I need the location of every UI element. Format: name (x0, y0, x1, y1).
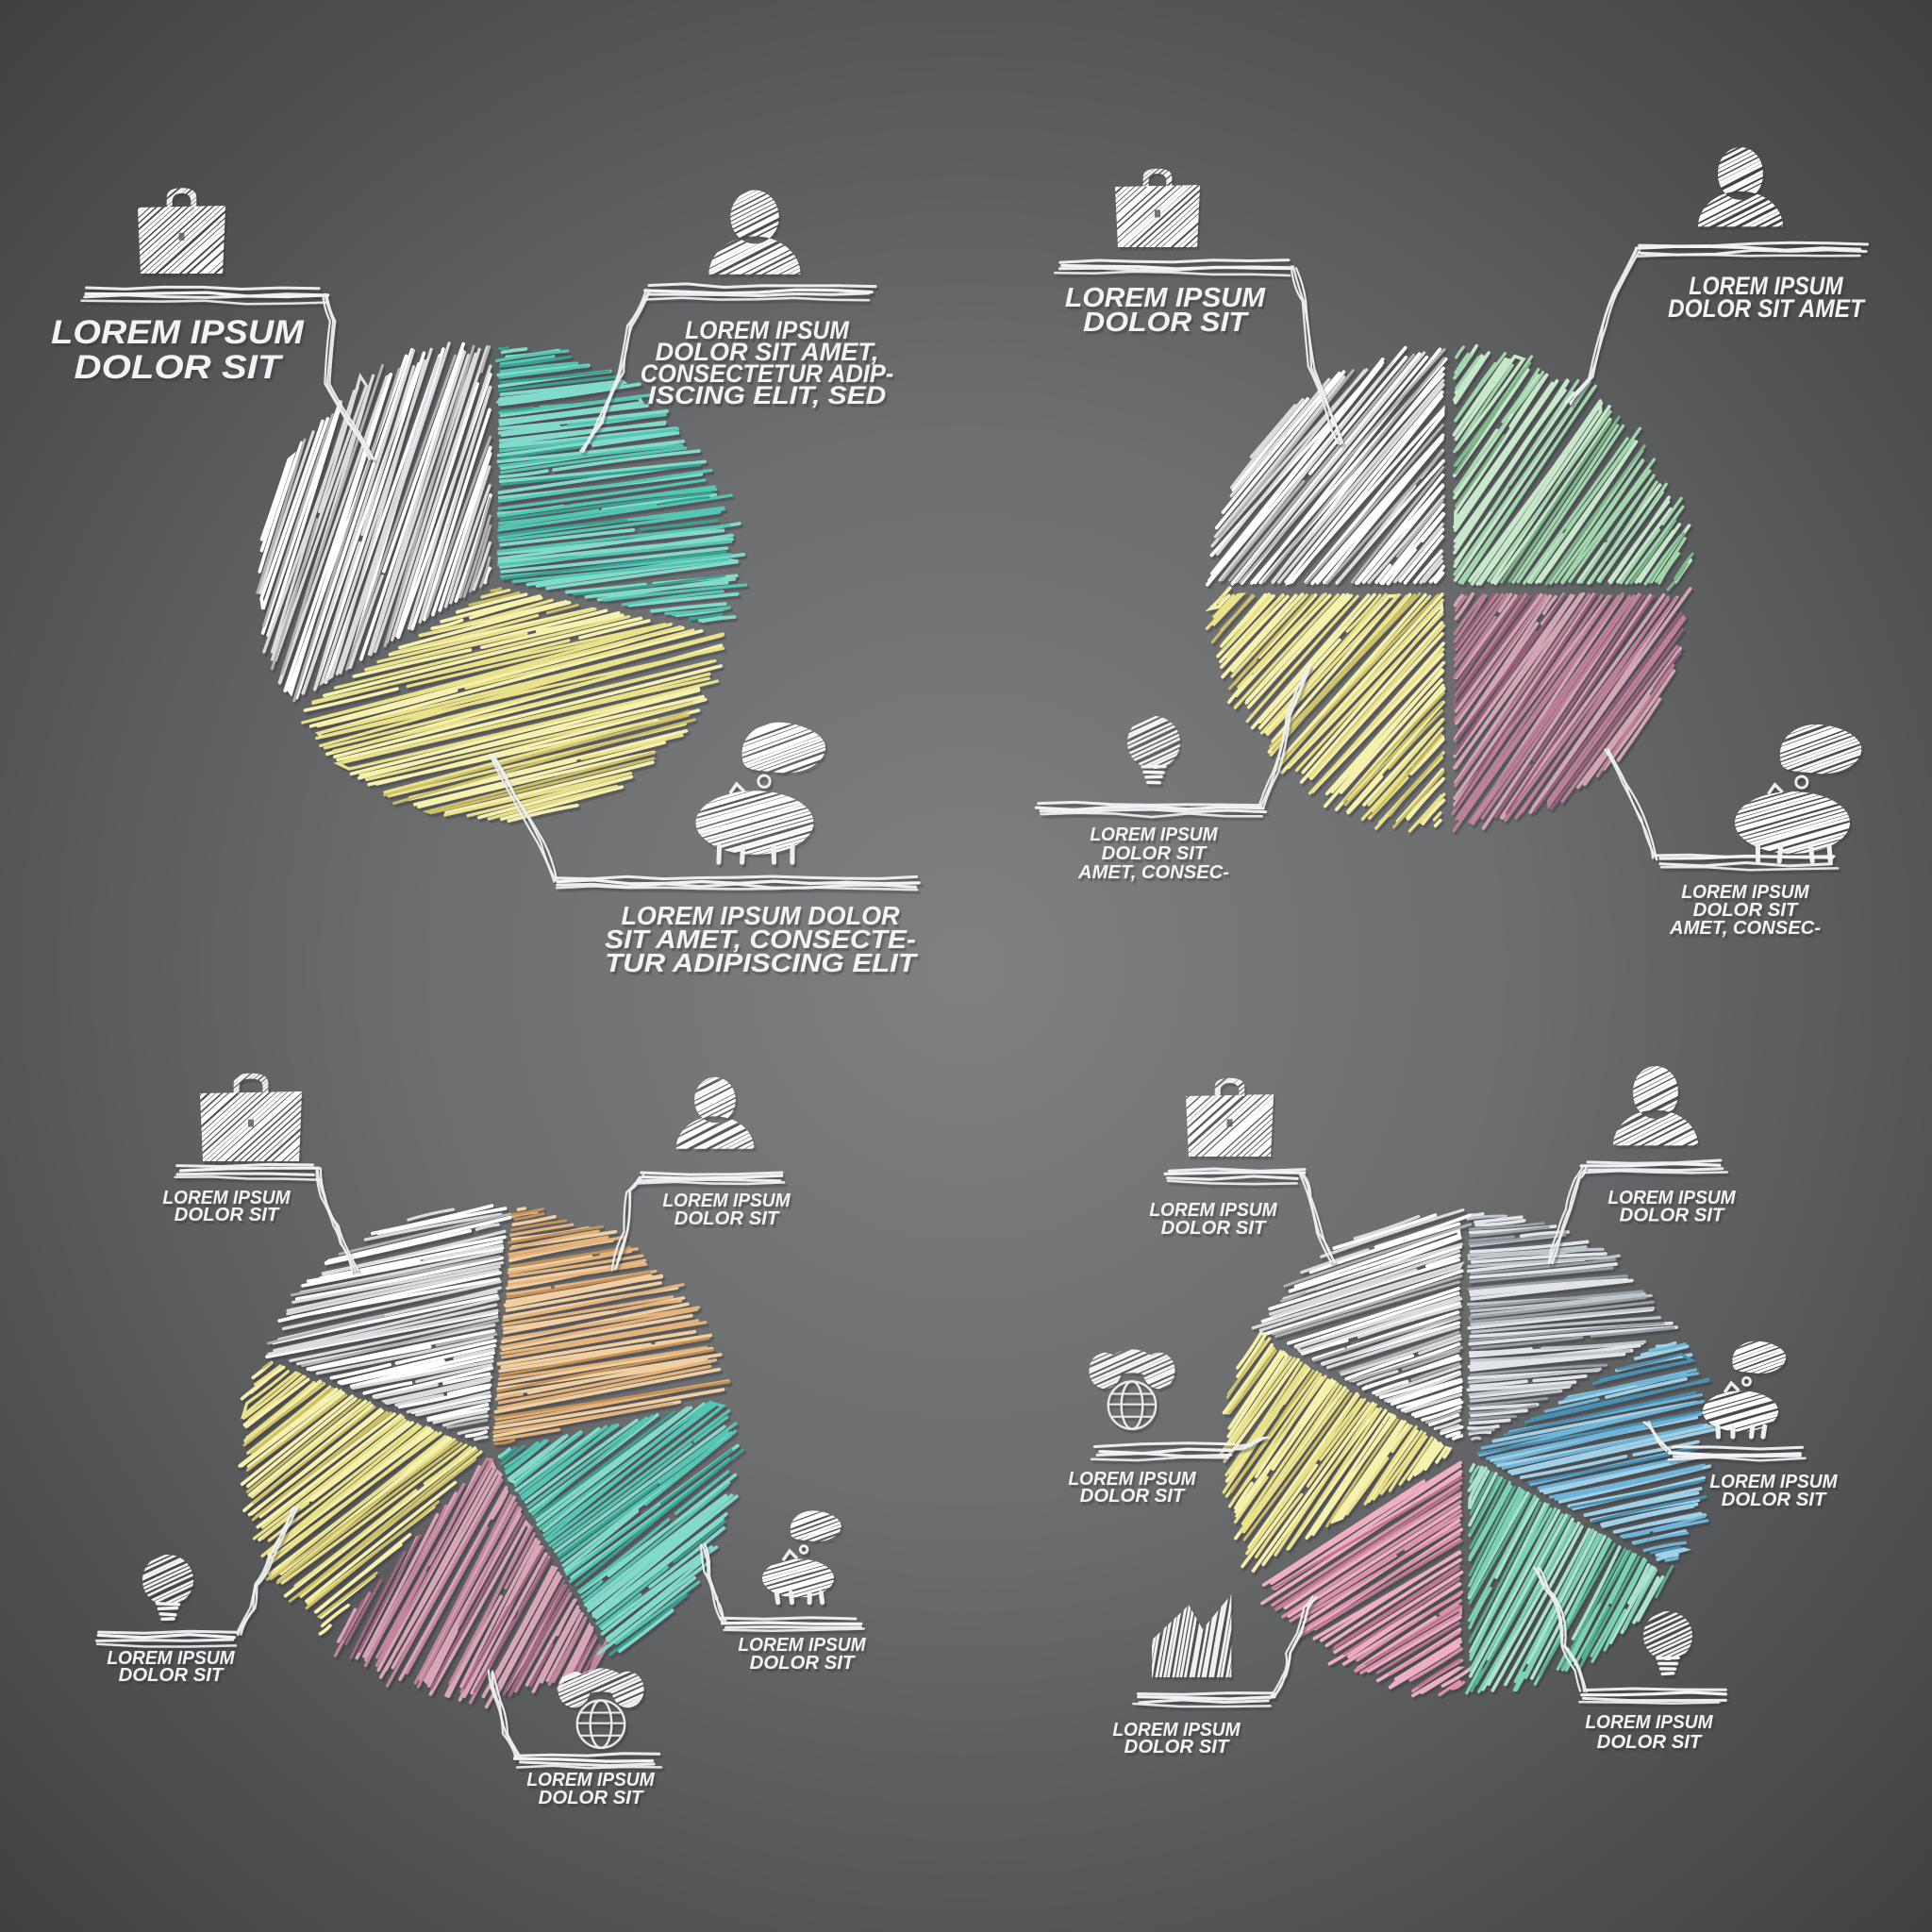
svg-text:LOREM IPSUM: LOREM IPSUM (1607, 1187, 1736, 1208)
svg-text:DOLOR SIT: DOLOR SIT (1080, 1485, 1186, 1507)
svg-text:AMET, CONSEC-: AMET, CONSEC- (1077, 861, 1229, 883)
svg-text:LOREM IPSUM: LOREM IPSUM (685, 316, 849, 344)
svg-text:DOLOR SIT: DOLOR SIT (675, 1208, 780, 1229)
svg-text:CONSECTETUR ADIP-: CONSECTETUR ADIP- (641, 359, 894, 388)
svg-text:DOLOR SIT: DOLOR SIT (1597, 1731, 1703, 1753)
svg-text:DOLOR SIT: DOLOR SIT (1102, 842, 1208, 864)
svg-text:LOREM IPSUM: LOREM IPSUM (738, 1634, 866, 1656)
svg-text:LOREM IPSUM: LOREM IPSUM (662, 1190, 791, 1211)
svg-text:LOREM IPSUM: LOREM IPSUM (107, 1647, 235, 1669)
svg-text:DOLOR SIT AMET,: DOLOR SIT AMET, (656, 338, 879, 366)
svg-text:DOLOR SIT: DOLOR SIT (119, 1664, 225, 1686)
svg-text:DOLOR SIT: DOLOR SIT (75, 349, 284, 386)
svg-text:LOREM IPSUM: LOREM IPSUM (1585, 1711, 1713, 1733)
svg-text:LOREM IPSUM: LOREM IPSUM (1709, 1471, 1838, 1492)
svg-text:DOLOR SIT: DOLOR SIT (1161, 1217, 1267, 1239)
svg-text:DOLOR SIT: DOLOR SIT (1620, 1205, 1725, 1226)
svg-text:TUR ADIPISCING ELIT: TUR ADIPISCING ELIT (605, 948, 919, 977)
svg-text:DOLOR SIT: DOLOR SIT (539, 1787, 644, 1808)
svg-text:DOLOR SIT: DOLOR SIT (175, 1204, 280, 1225)
svg-text:LOREM IPSUM: LOREM IPSUM (1068, 1468, 1196, 1490)
svg-text:ISCING ELIT, SED: ISCING ELIT, SED (648, 381, 887, 409)
svg-text:LOREM IPSUM: LOREM IPSUM (1681, 881, 1809, 903)
svg-text:LOREM IPSUM: LOREM IPSUM (1065, 283, 1266, 313)
svg-text:LOREM IPSUM: LOREM IPSUM (51, 314, 305, 351)
svg-text:LOREM IPSUM: LOREM IPSUM (1112, 1719, 1241, 1740)
svg-text:DOLOR SIT AMET: DOLOR SIT AMET (1668, 294, 1866, 323)
svg-text:DOLOR SIT: DOLOR SIT (750, 1652, 856, 1674)
svg-text:LOREM IPSUM: LOREM IPSUM (526, 1769, 655, 1790)
svg-text:LOREM IPSUM: LOREM IPSUM (1149, 1199, 1277, 1221)
svg-text:DOLOR SIT: DOLOR SIT (1124, 1736, 1230, 1757)
svg-text:DOLOR SIT: DOLOR SIT (1083, 308, 1249, 338)
svg-text:DOLOR SIT: DOLOR SIT (1693, 899, 1799, 921)
svg-text:LOREM IPSUM DOLOR: LOREM IPSUM DOLOR (621, 901, 900, 930)
svg-text:SIT AMET, CONSECTE-: SIT AMET, CONSECTE- (605, 924, 916, 954)
svg-text:AMET, CONSEC-: AMET, CONSEC- (1669, 917, 1821, 939)
svg-text:LOREM IPSUM: LOREM IPSUM (162, 1187, 291, 1208)
svg-text:LOREM IPSUM: LOREM IPSUM (1689, 272, 1843, 300)
svg-text:DOLOR SIT: DOLOR SIT (1722, 1489, 1827, 1510)
svg-text:LOREM IPSUM: LOREM IPSUM (1090, 824, 1218, 845)
